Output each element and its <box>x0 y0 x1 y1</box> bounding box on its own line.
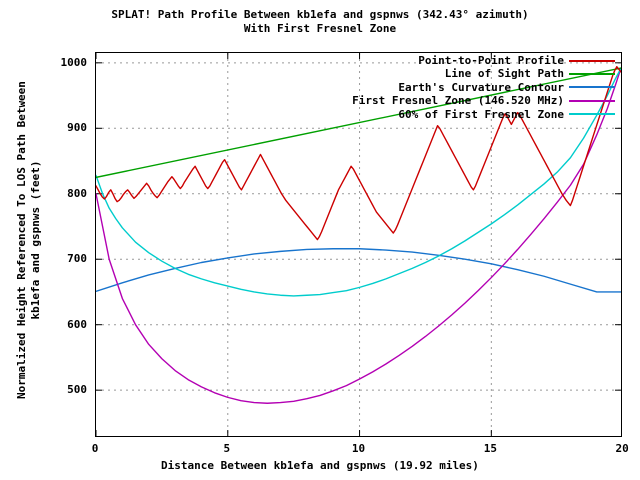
series-60-of-first-fresnel-zone-line <box>96 67 621 297</box>
x-tick-label: 0 <box>91 442 99 455</box>
legend-item-label: First Fresnel Zone (146.520 MHz) <box>352 94 564 108</box>
legend-color-swatch <box>569 99 615 102</box>
axis-tick-marks <box>96 53 621 436</box>
x-tick-label: 15 <box>483 442 497 455</box>
series-line-of-sight-path-line <box>96 67 621 179</box>
plot-area <box>95 52 622 437</box>
legend-color-swatch <box>569 86 615 89</box>
chart-title: SPLAT! Path Profile Between kb1efa and g… <box>111 8 529 21</box>
legend-color-swatch <box>569 73 615 76</box>
legend-color-swatch <box>569 59 615 62</box>
chart-title-block: SPLAT! Path Profile Between kb1efa and g… <box>0 8 640 36</box>
series-point-to-point-profile-line <box>96 66 621 241</box>
x-tick-label: 5 <box>223 442 231 455</box>
plot-svg <box>96 53 621 436</box>
x-tick-label: 10 <box>351 442 366 455</box>
data-series-layer <box>96 66 621 404</box>
x-axis-title: Distance Between kb1efa and gspnws (19.9… <box>161 459 479 472</box>
legend-item-label: Earth's Curvature Contour <box>398 80 564 94</box>
y-axis-title-line2: kb1efa and gspnws (feet) <box>29 160 42 320</box>
legend-item: First Fresnel Zone (146.520 MHz) <box>330 94 615 107</box>
legend-item: Earth's Curvature Contour <box>330 81 615 94</box>
chart-subtitle: With First Fresnel Zone <box>243 22 397 35</box>
series-first-fresnel-zone-146-520-mhz-line <box>96 67 621 404</box>
chart-legend: Point-to-Point Profile Line of Sight Path… <box>330 54 615 121</box>
legend-item-label: Line of Sight Path <box>444 67 564 81</box>
legend-color-swatch <box>569 113 615 116</box>
y-axis-title-line1: Normalized Height Referenced To LOS Path… <box>15 81 28 399</box>
legend-item: 60% of First Fresnel Zone <box>330 108 615 121</box>
y-axis-title: Normalized Height Referenced To LOS Path… <box>0 0 42 480</box>
legend-item: Point-to-Point Profile <box>330 54 615 67</box>
x-tick-label: 20 <box>615 442 629 455</box>
series-earth-s-curvature-contour-line <box>96 248 621 293</box>
legend-item: Line of Sight Path <box>330 67 615 80</box>
legend-item-label: Point-to-Point Profile <box>418 54 564 67</box>
gridlines <box>96 53 621 436</box>
legend-item-label: 60% of First Fresnel Zone <box>398 107 564 121</box>
